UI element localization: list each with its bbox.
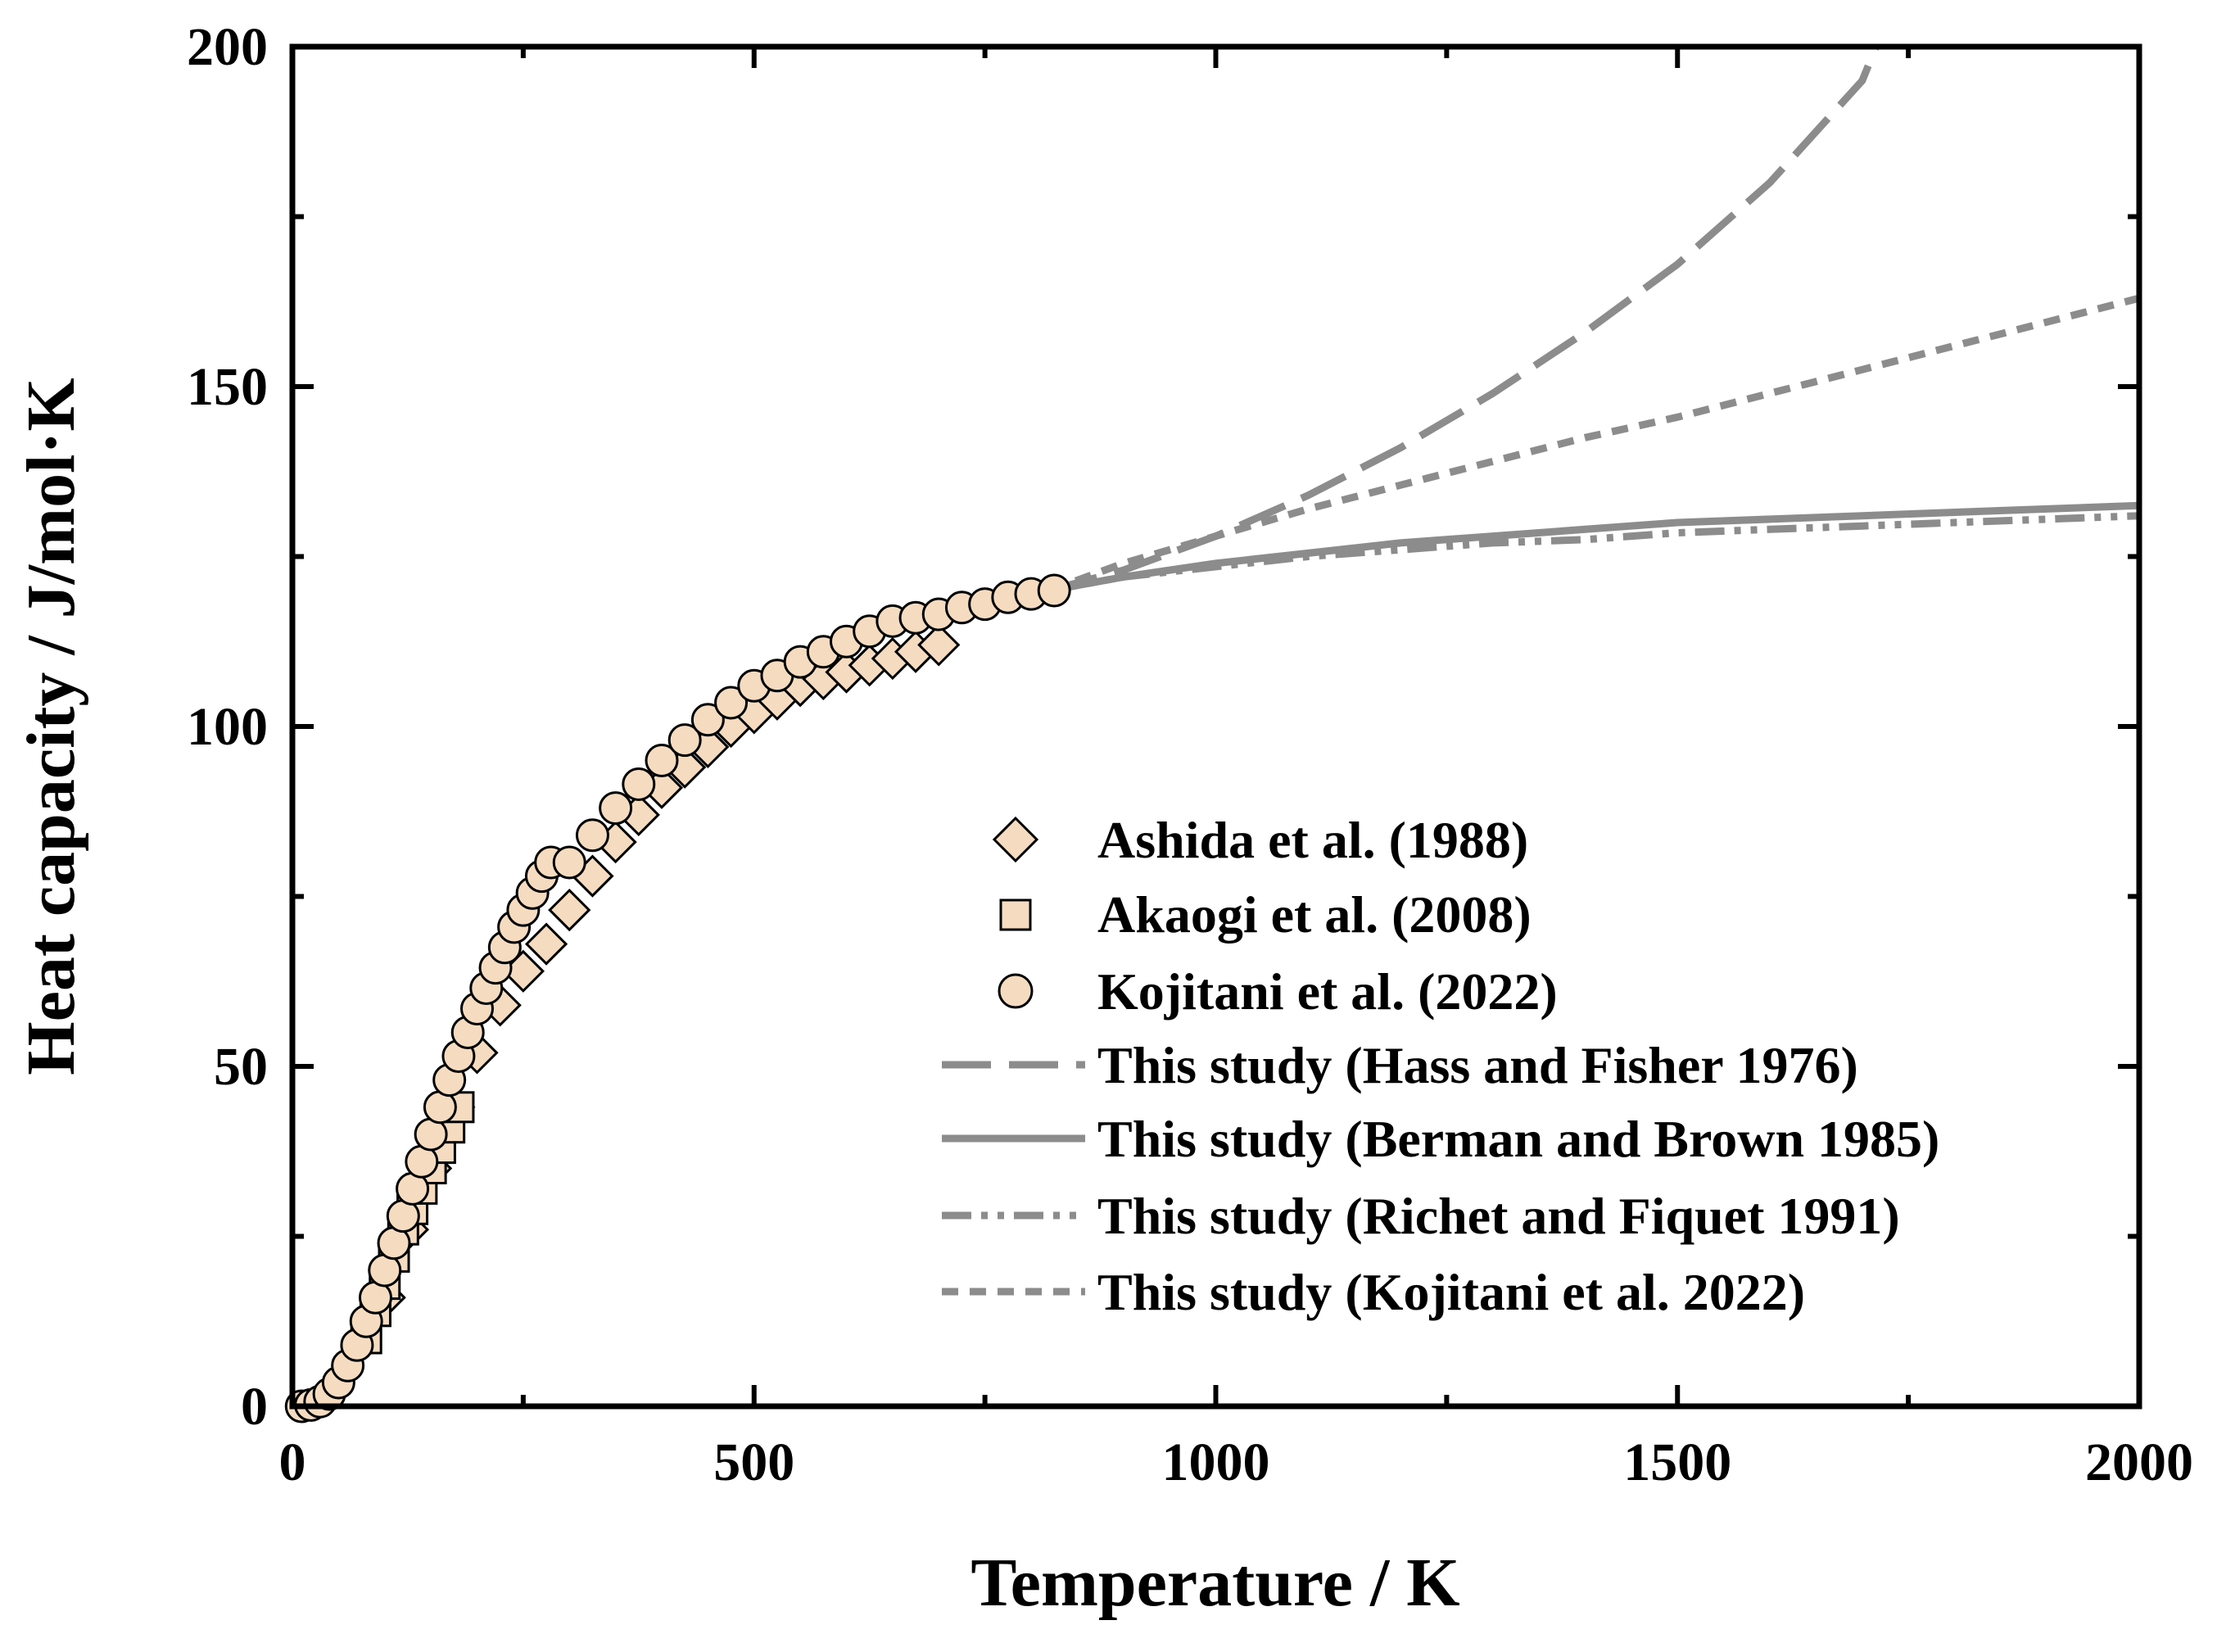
series-line-short-dash: [1047, 294, 2141, 595]
legend-label-akaogi: Akaogi et al. (2008): [1097, 885, 1532, 944]
y-tick-label: 100: [187, 697, 268, 757]
legend-entry-akaogi: Akaogi et al. (2008): [999, 885, 1532, 944]
x-tick-label: 1000: [1162, 1432, 1270, 1492]
circle-point: [690, 703, 725, 737]
diamond-point: [917, 623, 961, 667]
circle-point: [622, 767, 656, 802]
series-markers: [284, 573, 1071, 1423]
series-line-dash-dot-dot: [1048, 512, 2140, 595]
legend-entry-kojitani: Kojitani et al. (2022): [998, 962, 1558, 1021]
diamond-point: [548, 888, 591, 932]
legend-label-richet-fiquet: This study (Richet and Fiquet 1991): [1097, 1187, 1900, 1245]
y-tick-label: 50: [214, 1037, 268, 1097]
circle-point: [552, 845, 586, 880]
legend-entry-ashida: Ashida et al. (1988): [992, 811, 1528, 869]
y-axis-title: Heat capacity / J/mol·K: [13, 378, 89, 1075]
series-line-dashed: [1048, 45, 1880, 595]
legend-entry-kojitani-study: This study (Kojitani et al. 2022): [942, 1263, 1805, 1321]
series-lines: [1047, 45, 2141, 595]
diamond-point: [524, 922, 568, 966]
legend-label-kojitani-study: This study (Kojitani et al. 2022): [1097, 1263, 1805, 1321]
legend-label-kojitani: Kojitani et al. (2022): [1097, 962, 1558, 1021]
circle-point: [1037, 573, 1071, 608]
legend-diamond-marker: [992, 816, 1039, 863]
legend-square-marker: [999, 898, 1032, 931]
legend-entry-berman-brown: This study (Berman and Brown 1985): [942, 1110, 1939, 1168]
y-tick-label: 0: [241, 1377, 268, 1437]
legend-circle-marker: [998, 973, 1034, 1009]
x-tick-label: 0: [279, 1432, 306, 1492]
x-tick-label: 1500: [1623, 1432, 1731, 1492]
y-tick-label: 200: [187, 17, 268, 77]
circle-point: [599, 791, 633, 826]
circle-point: [645, 744, 679, 777]
x-axis-title: Temperature / K: [971, 1545, 1459, 1621]
circle-point: [575, 818, 609, 853]
axis-ticks: [290, 44, 2142, 1409]
circle-point: [714, 686, 749, 720]
circle-point: [667, 723, 702, 758]
legend-entry-richet-fiquet: This study (Richet and Fiquet 1991): [942, 1187, 1900, 1245]
x-tick-label: 500: [713, 1432, 794, 1492]
legend-label-ashida: Ashida et al. (1988): [1097, 811, 1528, 869]
legend-label-hass-fisher: This study (Hass and Fisher 1976): [1097, 1036, 1858, 1094]
y-tick-label: 150: [187, 357, 268, 417]
series-line-solid: [1048, 501, 2140, 595]
x-tick-label: 2000: [2085, 1432, 2193, 1492]
legend-entry-hass-fisher: This study (Hass and Fisher 1976): [942, 1036, 1858, 1094]
legend-label-berman-brown: This study (Berman and Brown 1985): [1097, 1110, 1939, 1168]
axis-tick-labels: 0 500 1000 1500 2000 0 50 100 150 200: [187, 17, 2193, 1492]
legend: Ashida et al. (1988) Akaogi et al. (2008…: [942, 811, 1939, 1321]
